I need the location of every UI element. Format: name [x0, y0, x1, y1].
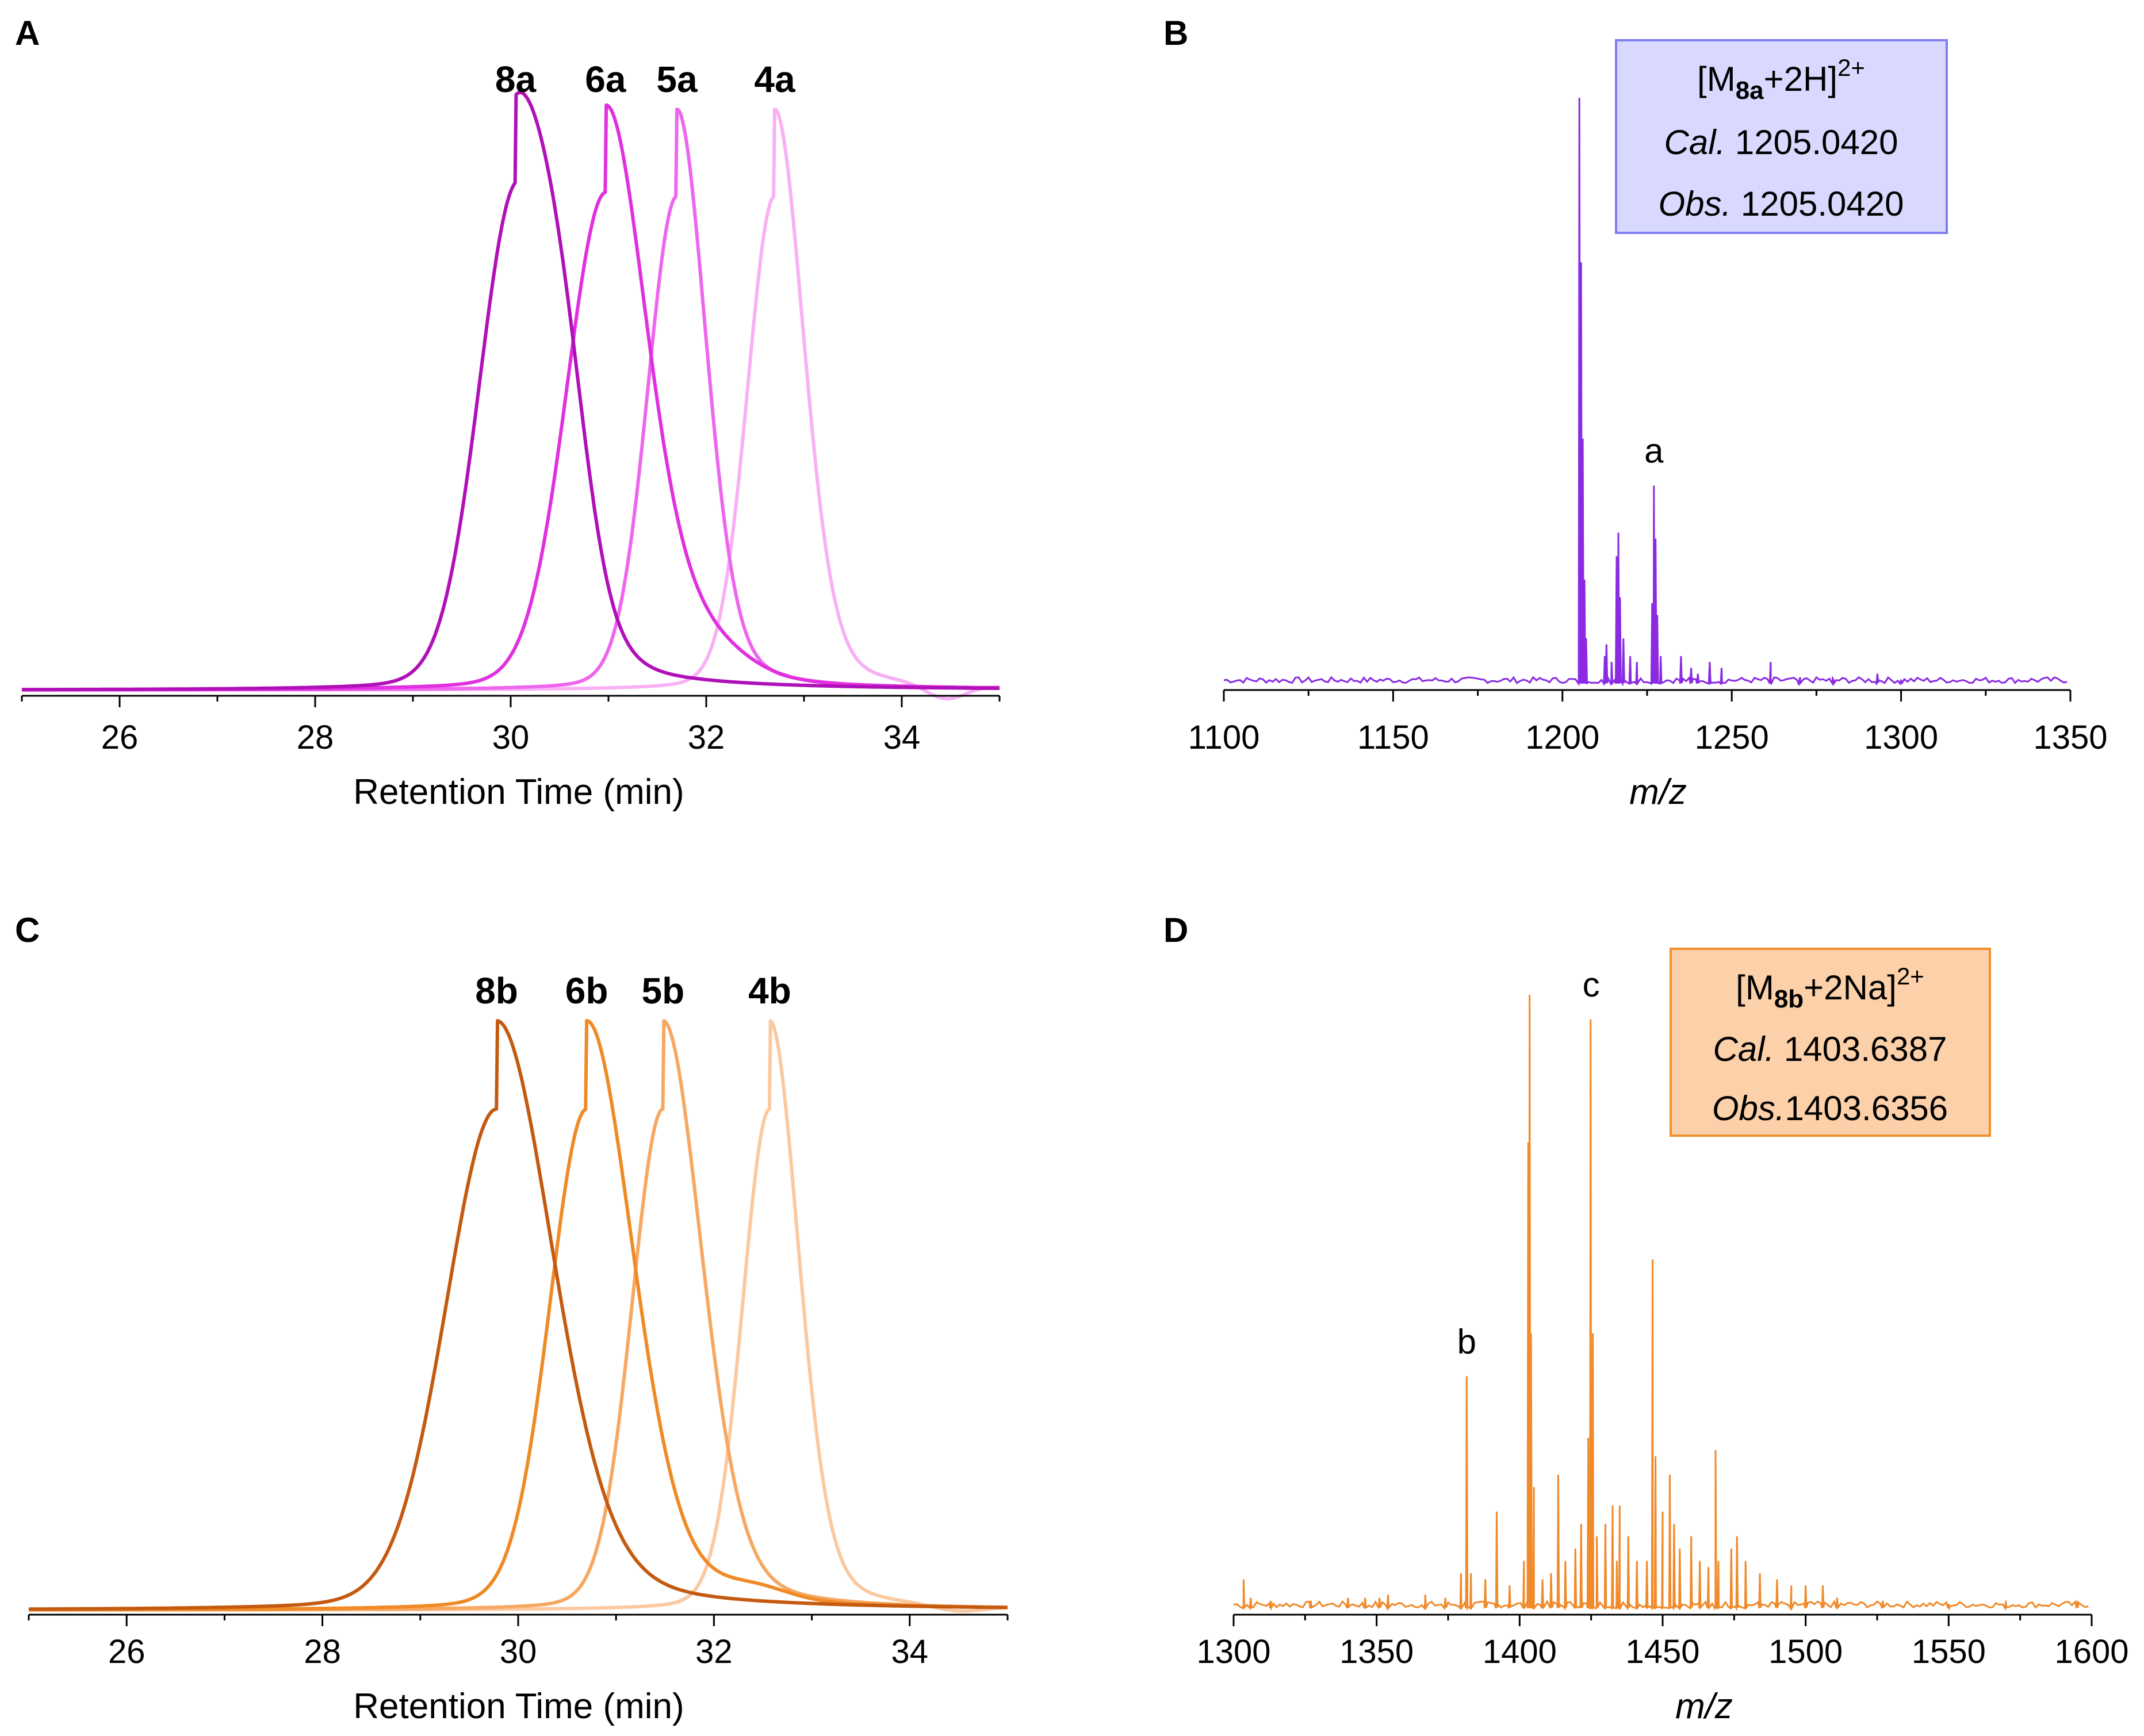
- formula-box: [M8b+2Na]2+ Cal. 1403.6387 Obs.1403.6356: [1670, 948, 1991, 1137]
- x-tick-label: 34: [891, 1633, 929, 1670]
- x-tick-label: 28: [297, 719, 334, 756]
- x-tick-label: 1600: [2054, 1633, 2128, 1670]
- x-tick-label: 30: [500, 1633, 537, 1670]
- spectrum-line: [1223, 97, 2068, 687]
- peak-label-8a: 8a: [495, 59, 537, 100]
- mass-spectrum-panel-b: 1100 1150 1200 1250 1300 1350 a m/z [M8a+2H]2…: [1188, 39, 2108, 812]
- ion-formula: [M8a+2H]2+: [1697, 54, 1865, 105]
- calculated-mass: Cal. 1403.6387: [1713, 1030, 1947, 1068]
- peak-label-4b: 4b: [748, 970, 791, 1011]
- series-line-6b: [28, 1019, 1009, 1612]
- x-tick-label: 1300: [1864, 719, 1938, 756]
- x-tick-label: 1300: [1196, 1633, 1270, 1670]
- formula-box-frame: [1615, 39, 1948, 234]
- x-tick-label: 34: [883, 719, 921, 756]
- series-line-5b: [28, 1019, 1009, 1612]
- chromatogram-panel-c: 26 28 30 32 34 8b 6b 5b 4b Retention Time (min): [28, 970, 1009, 1726]
- panel-letter-a: A: [15, 14, 40, 52]
- observed-mass: Obs. 1205.0420: [1658, 185, 1904, 223]
- series-line-4a: [21, 108, 1001, 701]
- x-tick-label: 26: [101, 719, 139, 756]
- peak-annotation-a: a: [1644, 432, 1664, 470]
- x-tick-label: 30: [492, 719, 530, 756]
- x-tick-label: 1350: [2033, 719, 2107, 756]
- ion-formula: [M8b+2Na]2+: [1736, 963, 1924, 1013]
- x-tick-label: 26: [108, 1633, 146, 1670]
- peak-annotation-c: c: [1583, 965, 1600, 1004]
- series-line-4b: [28, 1019, 1009, 1613]
- mass-spectrum-panel-d: 1300 1350 1400 1450 1500 1550 1600 b c m/z [M8b…: [1196, 948, 2129, 1726]
- peak-label-5b: 5b: [642, 970, 685, 1011]
- x-tick-label: 28: [304, 1633, 341, 1670]
- x-axis-title: Retention Time (min): [353, 772, 684, 812]
- spectrum-line: [1233, 994, 2089, 1612]
- x-axis-title: m/z: [1629, 772, 1687, 812]
- x-tick-label: 32: [688, 719, 725, 756]
- calculated-mass: Cal. 1205.0420: [1664, 123, 1898, 162]
- panel-letter-c: C: [15, 911, 40, 949]
- x-axis-title: m/z: [1675, 1687, 1733, 1726]
- x-tick-label: 32: [695, 1633, 733, 1670]
- formula-box-frame: [1670, 948, 1991, 1137]
- x-tick-label: 1350: [1339, 1633, 1414, 1670]
- panel-letter-d: D: [1163, 911, 1188, 949]
- peak-label-8b: 8b: [475, 970, 518, 1011]
- x-tick-label: 1500: [1768, 1633, 1843, 1670]
- peak-label-4a: 4a: [754, 59, 795, 100]
- x-tick-label: 1150: [1357, 719, 1429, 756]
- peak-label-6a: 6a: [585, 59, 626, 100]
- x-tick-label: 1250: [1695, 719, 1769, 756]
- x-tick-label: 1100: [1188, 719, 1260, 756]
- x-axis-title: Retention Time (min): [353, 1687, 684, 1726]
- x-tick-label: 1550: [1912, 1633, 1986, 1670]
- x-tick-label: 1200: [1525, 719, 1599, 756]
- x-tick-label: 1400: [1483, 1633, 1557, 1670]
- chromatogram-panel-a: 26 28 30 32 34 8a 6a 5a 4a Retention Time (min): [21, 59, 1001, 812]
- panel-letter-b: B: [1163, 14, 1188, 52]
- series-line-8a: [21, 90, 1001, 692]
- peak-annotation-b: b: [1457, 1322, 1476, 1361]
- peak-label-6b: 6b: [565, 970, 608, 1011]
- series-line-8b: [28, 1019, 1009, 1611]
- x-tick-label: 1450: [1625, 1633, 1699, 1670]
- peak-label-5a: 5a: [656, 59, 698, 100]
- observed-mass: Obs.1403.6356: [1712, 1089, 1948, 1128]
- formula-box: [M8a+2H]2+ Cal. 1205.0420 Obs. 1205.0420: [1615, 39, 1948, 234]
